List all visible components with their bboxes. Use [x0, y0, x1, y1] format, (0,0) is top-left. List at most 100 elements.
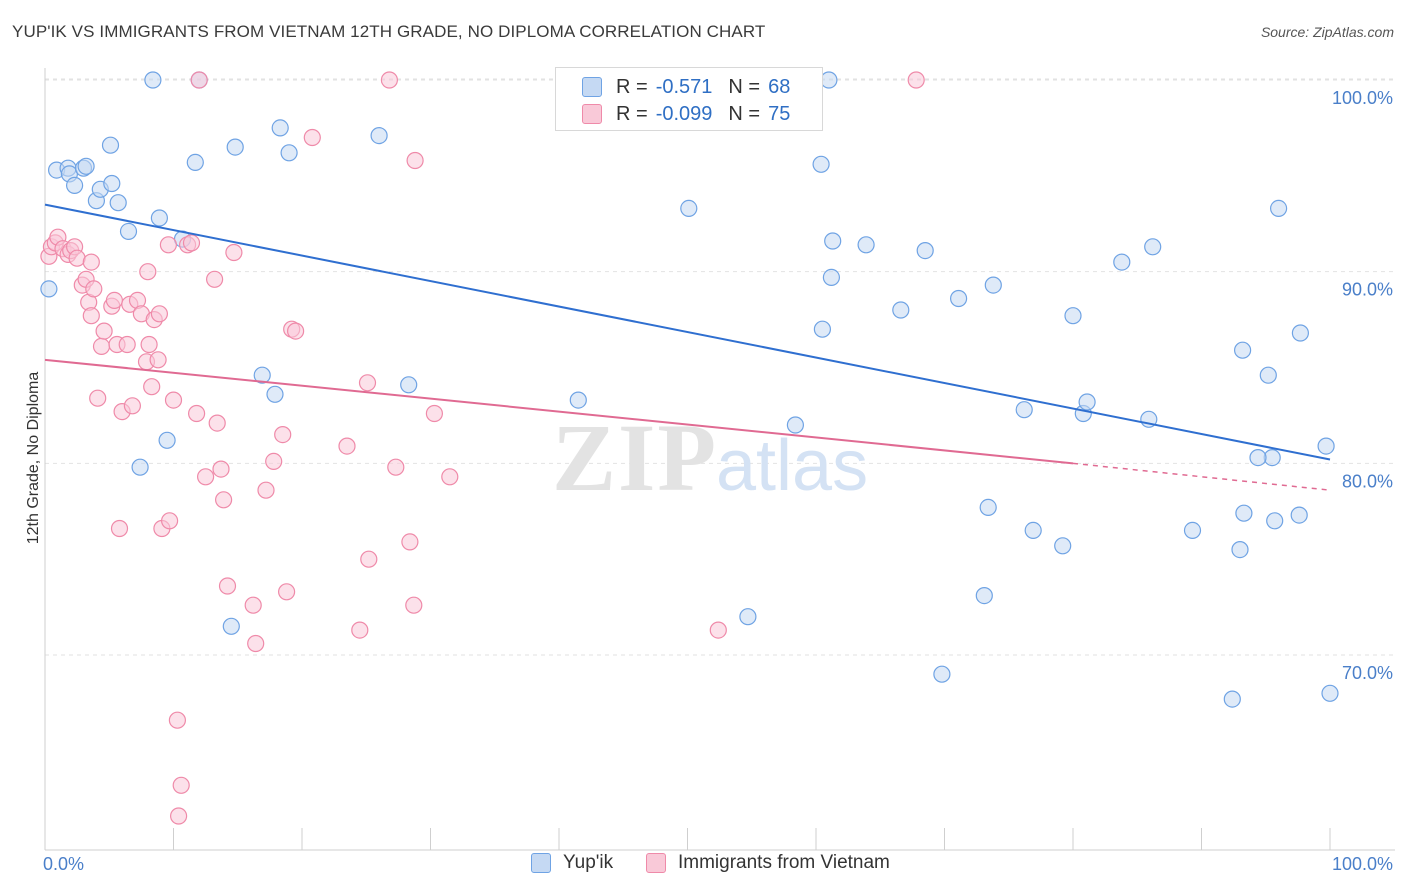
legend-r-label: R =: [616, 102, 648, 125]
vietnam-point: [287, 322, 305, 340]
yupik-point: [1249, 449, 1267, 467]
legend-n-label: N =: [728, 75, 761, 98]
yupik-point: [65, 176, 84, 194]
vietnam-point: [92, 337, 111, 355]
y-tick-label: 70.0%: [1342, 663, 1393, 683]
y-tick-labels: 100.0% 90.0% 80.0% 70.0%: [1332, 88, 1393, 683]
vietnam-point: [406, 151, 424, 170]
trend-lines: [44, 203, 1331, 491]
series-legend-vietnam[interactable]: Immigrants from Vietnam: [646, 852, 890, 874]
legend-r-value: -0.099: [655, 102, 713, 125]
yupik-point: [280, 144, 298, 162]
vietnam-point: [140, 335, 158, 354]
yupik-point: [786, 416, 805, 434]
yupik-point: [144, 71, 162, 89]
yupik-point: [975, 586, 993, 605]
yupik-point: [109, 194, 127, 212]
yupik-point: [253, 366, 271, 384]
vietnam-point: [110, 519, 129, 538]
vietnam-point: [425, 404, 443, 423]
vietnam-point: [182, 234, 201, 252]
yupik-point: [1235, 504, 1253, 522]
vietnam-point: [143, 378, 161, 396]
yupik-point: [1259, 366, 1277, 384]
vietnam-point: [82, 307, 100, 325]
yupik-point: [822, 268, 841, 286]
vietnam-point: [212, 460, 230, 478]
vietnam-point: [274, 426, 292, 444]
correlation-legend: R = -0.571 N = 68 R = -0.099 N = 75: [555, 67, 823, 131]
chart-title: YUP'IK VS IMMIGRANTS FROM VIETNAM 12TH G…: [12, 22, 766, 41]
yupik-point: [1231, 540, 1249, 559]
yupik-point: [1024, 521, 1042, 540]
yupik-point: [1183, 521, 1202, 540]
vietnam-point: [278, 583, 296, 601]
yupik-point: [892, 301, 910, 319]
yupik-point: [979, 498, 997, 516]
yupik-point: [186, 153, 204, 171]
yupik-point: [984, 276, 1002, 294]
yupik-point: [1015, 401, 1033, 419]
yupik-point: [150, 209, 168, 227]
vietnam-point: [401, 533, 419, 551]
yupik-point: [271, 119, 289, 137]
vietnam-point: [139, 263, 157, 281]
vietnam-point: [149, 351, 167, 369]
yupik-point: [101, 136, 120, 154]
vietnam-point: [244, 596, 262, 614]
yupik-point: [933, 665, 951, 683]
axes: [44, 68, 1395, 851]
yupik-point: [813, 320, 832, 338]
vietnam-point: [188, 404, 206, 423]
yupik-point: [1223, 690, 1241, 708]
vietnam-point: [172, 776, 190, 794]
y-tick-label: 80.0%: [1342, 471, 1393, 491]
vietnam-point: [360, 550, 378, 568]
vietnam-point: [95, 322, 113, 340]
yupik-point: [370, 127, 388, 145]
yupik-point: [1054, 537, 1072, 555]
series-legend-yupik[interactable]: Yup'ik: [531, 852, 613, 874]
legend-n-value: 68: [768, 75, 791, 98]
vietnam-point: [257, 481, 275, 499]
yupik-point: [949, 289, 968, 308]
vietnam-point: [351, 621, 369, 639]
yupik-point: [158, 431, 176, 449]
vietnam-point: [105, 291, 124, 309]
series-swatch-yupik: [531, 853, 551, 873]
vietnam-point: [206, 270, 224, 288]
legend-swatch-yupik: [582, 77, 602, 97]
legend-n-label: N =: [728, 102, 761, 125]
yupik-point: [680, 199, 698, 217]
yupik-point: [266, 385, 284, 403]
data-points: [40, 71, 1339, 825]
yupik-point: [916, 242, 934, 260]
legend-swatch-vietnam: [582, 104, 602, 124]
vietnam-trend-line: [44, 358, 1074, 465]
vietnam-point: [208, 414, 226, 432]
yupik-point: [1233, 341, 1252, 359]
vietnam-point: [709, 621, 727, 639]
vietnam-point: [380, 71, 398, 89]
vietnam-point: [170, 807, 188, 825]
watermark-zip: ZIP: [552, 404, 718, 511]
y-axis-label: 12th Grade, No Diploma: [25, 372, 42, 545]
yupik-point: [77, 157, 95, 175]
yupik-point: [1266, 512, 1284, 530]
vietnam-point: [265, 452, 283, 470]
vietnam-point: [68, 249, 86, 267]
vietnam-point: [441, 468, 459, 486]
vietnam-point: [218, 577, 237, 595]
yupik-point: [400, 376, 418, 394]
legend-row-yupik: R = -0.571 N = 68: [556, 73, 790, 101]
vietnam-point: [82, 253, 100, 271]
vietnam-point: [190, 71, 208, 89]
yupik-trend-line: [44, 203, 1331, 461]
vietnam-point: [150, 305, 168, 323]
vietnam-point: [247, 634, 265, 653]
legend-n-value: 75: [768, 102, 791, 125]
vietnam-point: [123, 397, 141, 415]
yupik-point: [222, 617, 240, 635]
legend-r-label: R =: [616, 75, 648, 98]
